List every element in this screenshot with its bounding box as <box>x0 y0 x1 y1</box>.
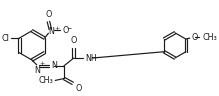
Text: N: N <box>34 66 40 75</box>
Text: O: O <box>71 36 77 45</box>
Text: −: − <box>66 25 72 30</box>
Text: +: + <box>55 26 60 31</box>
Text: NH: NH <box>85 54 97 63</box>
Text: Cl: Cl <box>1 34 9 43</box>
Text: CH₃: CH₃ <box>202 33 217 42</box>
Text: O: O <box>45 10 52 19</box>
Text: O: O <box>75 84 81 93</box>
Text: +: + <box>40 61 45 66</box>
Text: N: N <box>48 27 54 36</box>
Text: N: N <box>51 61 57 70</box>
Text: O: O <box>192 33 198 42</box>
Text: O: O <box>62 26 68 35</box>
Text: CH₃: CH₃ <box>39 76 53 85</box>
